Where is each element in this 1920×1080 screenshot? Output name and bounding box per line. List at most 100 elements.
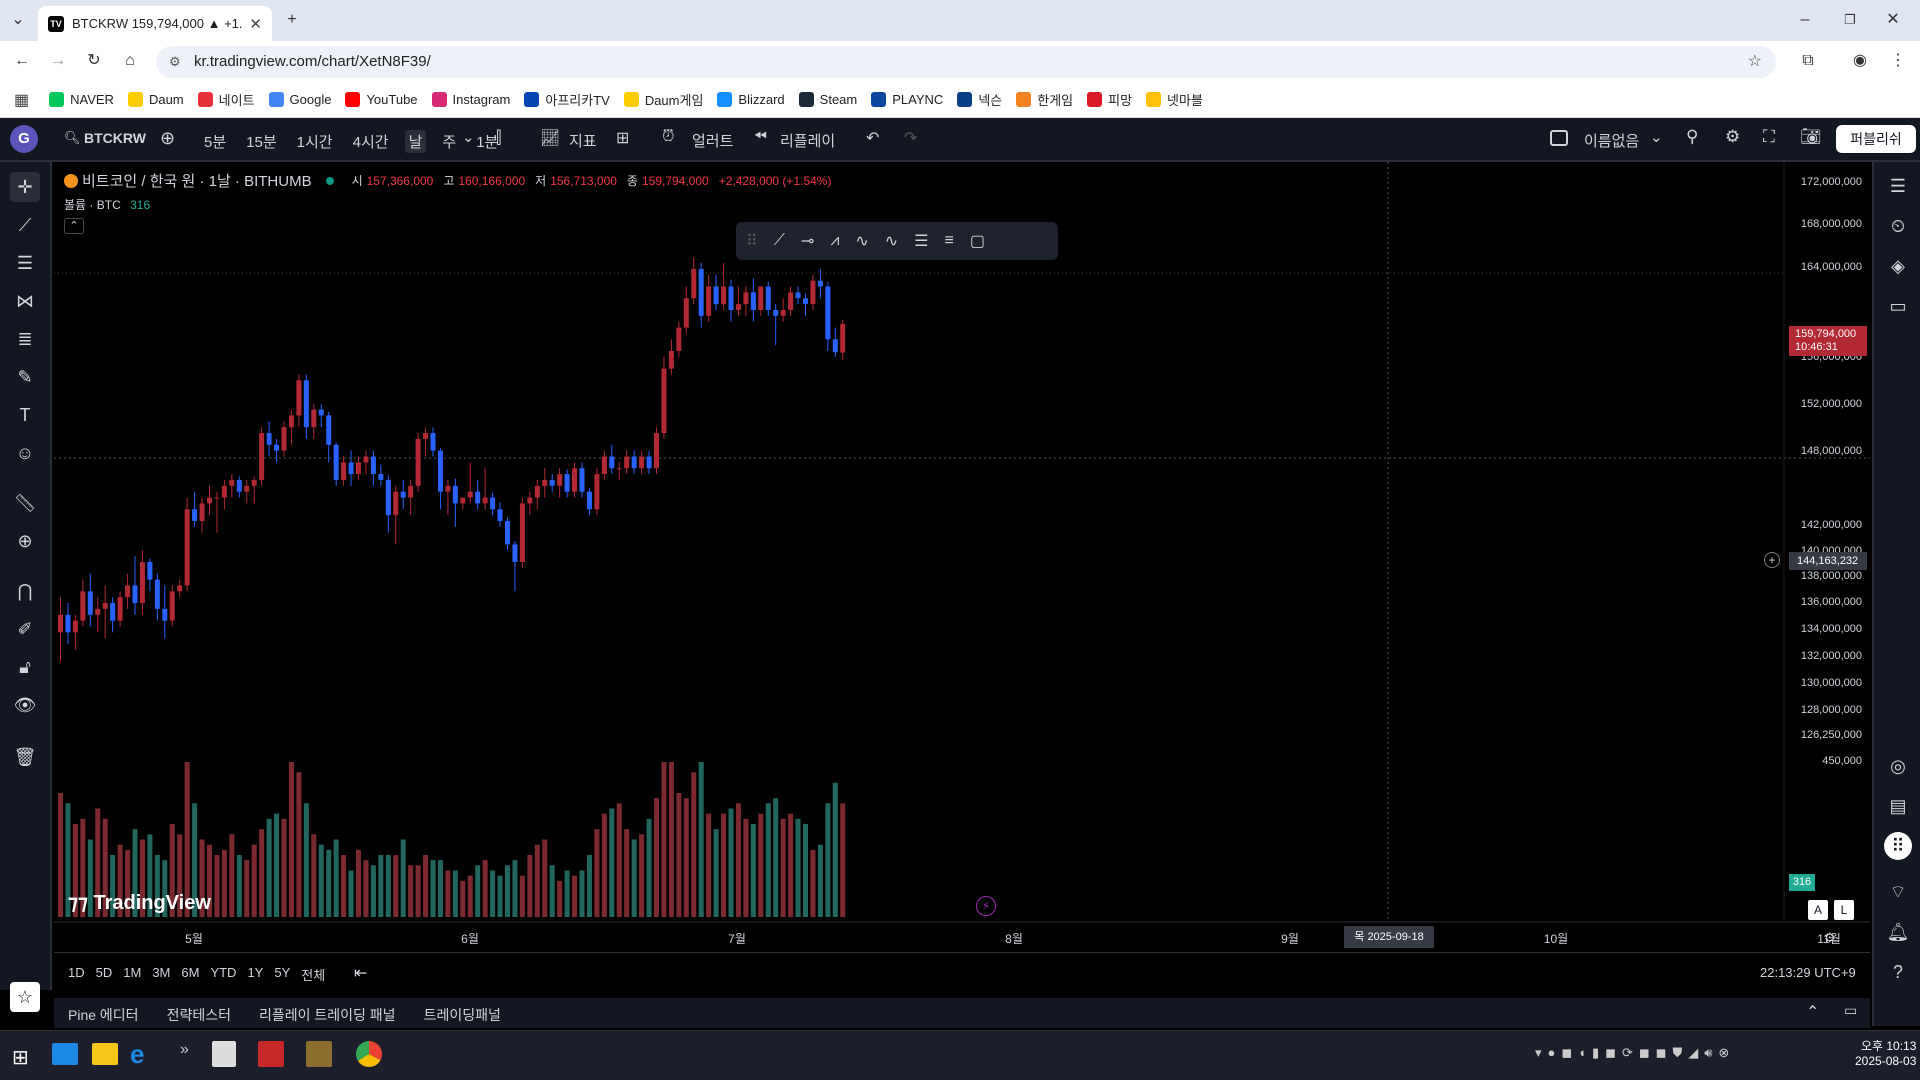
parallel-channel-icon[interactable]: ☰ — [914, 233, 929, 250]
bookmark-1[interactable]: Daum — [127, 92, 184, 107]
interval-0[interactable]: 5분 — [204, 134, 227, 151]
app-icon-1[interactable] — [212, 1041, 236, 1067]
elliott-wave-icon[interactable]: ⩘ — [830, 232, 840, 249]
close-window-icon[interactable]: ✕ — [1886, 11, 1900, 28]
bookmark-14[interactable]: 넷마블 — [1146, 90, 1203, 109]
range-4[interactable]: 6M — [181, 965, 200, 980]
profile-icon[interactable]: ◉ — [1853, 52, 1867, 69]
fib-retracement-icon[interactable]: ☰ — [16, 252, 34, 273]
bookmark-2[interactable]: 네이트 — [197, 90, 255, 109]
range-5[interactable]: YTD — [210, 965, 237, 980]
replay-icon[interactable]: ⏪︎ — [754, 128, 767, 145]
notifications-bell-icon[interactable]: 🔔︎ — [1886, 921, 1910, 942]
favorites-star-icon[interactable]: ☆ — [10, 982, 40, 1012]
tab-search-icon[interactable]: ⌄ — [11, 11, 25, 28]
lightning-event-icon[interactable]: ⚡︎ — [976, 896, 996, 916]
range-0[interactable]: 1D — [68, 965, 85, 980]
range-6[interactable]: 1Y — [247, 965, 264, 980]
lock-icon[interactable]: 🔓︎ — [19, 656, 31, 677]
brush-icon[interactable]: ✎ — [17, 366, 33, 387]
emoji-icon[interactable]: ☺ — [15, 442, 35, 463]
indicators-button[interactable]: 지표 — [569, 133, 597, 150]
fib-levels-icon[interactable]: ≡ — [944, 232, 954, 249]
trend-line-icon[interactable]: ⟋ — [18, 214, 32, 235]
chart-pane[interactable]: 172,000,000 168,000,000 164,000,000 156,000… — [54, 162, 1870, 952]
interval-1[interactable]: 15분 — [246, 134, 277, 151]
bookmark-0[interactable]: NAVER — [49, 92, 114, 107]
bookmark-8[interactable]: Blizzard — [717, 92, 785, 107]
game-icon[interactable] — [306, 1041, 332, 1067]
home-icon[interactable]: ⌂ — [125, 52, 135, 69]
bookmark-13[interactable]: 피망 — [1087, 90, 1132, 109]
signal-icon[interactable]: ⌔ — [1889, 881, 1907, 902]
chat-icon[interactable]: ▭ — [1889, 295, 1907, 316]
picasa-icon[interactable] — [258, 1041, 284, 1067]
clock-timezone[interactable]: 22:13:29 UTC+9 — [1760, 965, 1856, 980]
range-7[interactable]: 5Y — [274, 965, 291, 980]
restore-icon[interactable]: ❐ — [1844, 12, 1856, 27]
calendar-icon[interactable]: ▤ — [1889, 795, 1907, 816]
panel-tab-0[interactable]: Pine 에디터 — [68, 1007, 139, 1023]
log-scale-button[interactable]: L — [1834, 900, 1854, 920]
minimize-icon[interactable]: – — [1800, 11, 1810, 28]
desktop-app-icon[interactable] — [52, 1043, 78, 1065]
layout-icon[interactable] — [1550, 130, 1568, 146]
bookmark-10[interactable]: PLAYNC — [871, 92, 943, 107]
trash-icon[interactable]: 🗑︎ — [13, 746, 37, 767]
price-chart[interactable]: 172,000,000168,000,000164,000,000156,000… — [54, 162, 1870, 952]
drag-handle-icon[interactable]: ⠿ — [746, 233, 758, 250]
back-icon[interactable]: ← — [14, 52, 30, 69]
bookmark-7[interactable]: Daum게임 — [623, 90, 703, 109]
symbol-title[interactable]: 비트코인 / 한국 원 · 1날 · BITHUMB — [82, 173, 312, 190]
reload-icon[interactable]: ↻ — [87, 52, 101, 69]
snapshot-camera-icon[interactable]: 📷︎ — [1800, 127, 1822, 146]
ruler-icon[interactable]: 📏︎ — [13, 492, 37, 513]
panel-tab-2[interactable]: 리플레이 트레이딩 패널 — [258, 1007, 396, 1023]
rectangle-icon[interactable]: ▢ — [969, 233, 985, 250]
undo-icon[interactable]: ↶ — [866, 130, 880, 147]
file-explorer-icon[interactable] — [92, 1043, 118, 1065]
apps-grid-icon[interactable]: ▦ — [14, 91, 30, 109]
prediction-icon[interactable]: ≣ — [17, 328, 33, 349]
interval-6[interactable]: 1분 — [476, 134, 499, 151]
magnet-icon[interactable]: ⋂ — [17, 580, 33, 601]
auto-scale-button[interactable]: A — [1808, 900, 1828, 920]
search-icon[interactable]: 🔍︎ — [64, 130, 81, 145]
bookmark-6[interactable]: 아프리카TV — [524, 90, 610, 109]
bookmark-12[interactable]: 한게임 — [1016, 90, 1073, 109]
windows-start-icon[interactable]: ⊞ — [12, 1047, 29, 1069]
bookmark-star-icon[interactable]: ☆ — [1747, 53, 1762, 70]
layout-dropdown-icon[interactable]: ⌄ — [1650, 129, 1663, 146]
indicators-icon[interactable]: 📈︎ — [540, 130, 561, 147]
interval-4[interactable]: 날 — [404, 130, 427, 153]
interval-5[interactable]: 주 — [442, 134, 457, 151]
range-1[interactable]: 5D — [95, 965, 113, 980]
panel-tab-1[interactable]: 전략테스터 — [166, 1007, 231, 1023]
fullscreen-icon[interactable]: ⛶ — [1763, 127, 1775, 146]
internet-explorer-icon[interactable]: e — [130, 1039, 145, 1069]
menu-icon[interactable]: ⋮ — [1890, 52, 1906, 69]
redo-icon[interactable]: ↷ — [904, 130, 918, 147]
url-input[interactable]: ⚙ kr.tradingview.com/chart/XetN8F39/ ☆ — [156, 46, 1776, 78]
zoom-in-icon[interactable]: ⊕ — [17, 530, 33, 551]
compare-add-icon[interactable]: ⊕ — [160, 128, 176, 148]
forward-icon[interactable]: → — [50, 52, 66, 69]
bookmark-9[interactable]: Steam — [798, 92, 857, 107]
range-2[interactable]: 1M — [123, 965, 142, 980]
line-tool-icon[interactable]: ⟋ — [773, 232, 785, 249]
layers-icon[interactable]: ◈ — [1891, 255, 1905, 276]
layout-name[interactable]: 이름없음 — [1584, 133, 1640, 150]
user-avatar[interactable]: G — [10, 125, 38, 153]
candle-type-icon[interactable]: ⫿ — [496, 128, 502, 147]
bookmark-3[interactable]: Google — [268, 92, 331, 107]
site-info-icon[interactable]: ⚙ — [169, 54, 181, 69]
range-8[interactable]: 전체 — [301, 968, 326, 983]
text-icon[interactable]: T — [19, 404, 31, 425]
target-icon[interactable]: ◎ — [1890, 755, 1906, 776]
bookmark-5[interactable]: Instagram — [431, 92, 510, 107]
maximize-panel-icon[interactable]: ▭ — [1844, 1002, 1858, 1018]
bookmark-11[interactable]: 넥슨 — [957, 90, 1002, 109]
browser-tab[interactable]: TV BTCKRW 159,794,000 ▲ +1.54 ✕ — [38, 6, 272, 41]
quick-search-icon[interactable]: ⚲ — [1686, 127, 1699, 146]
goto-date-icon[interactable]: ⇤ — [354, 965, 368, 982]
